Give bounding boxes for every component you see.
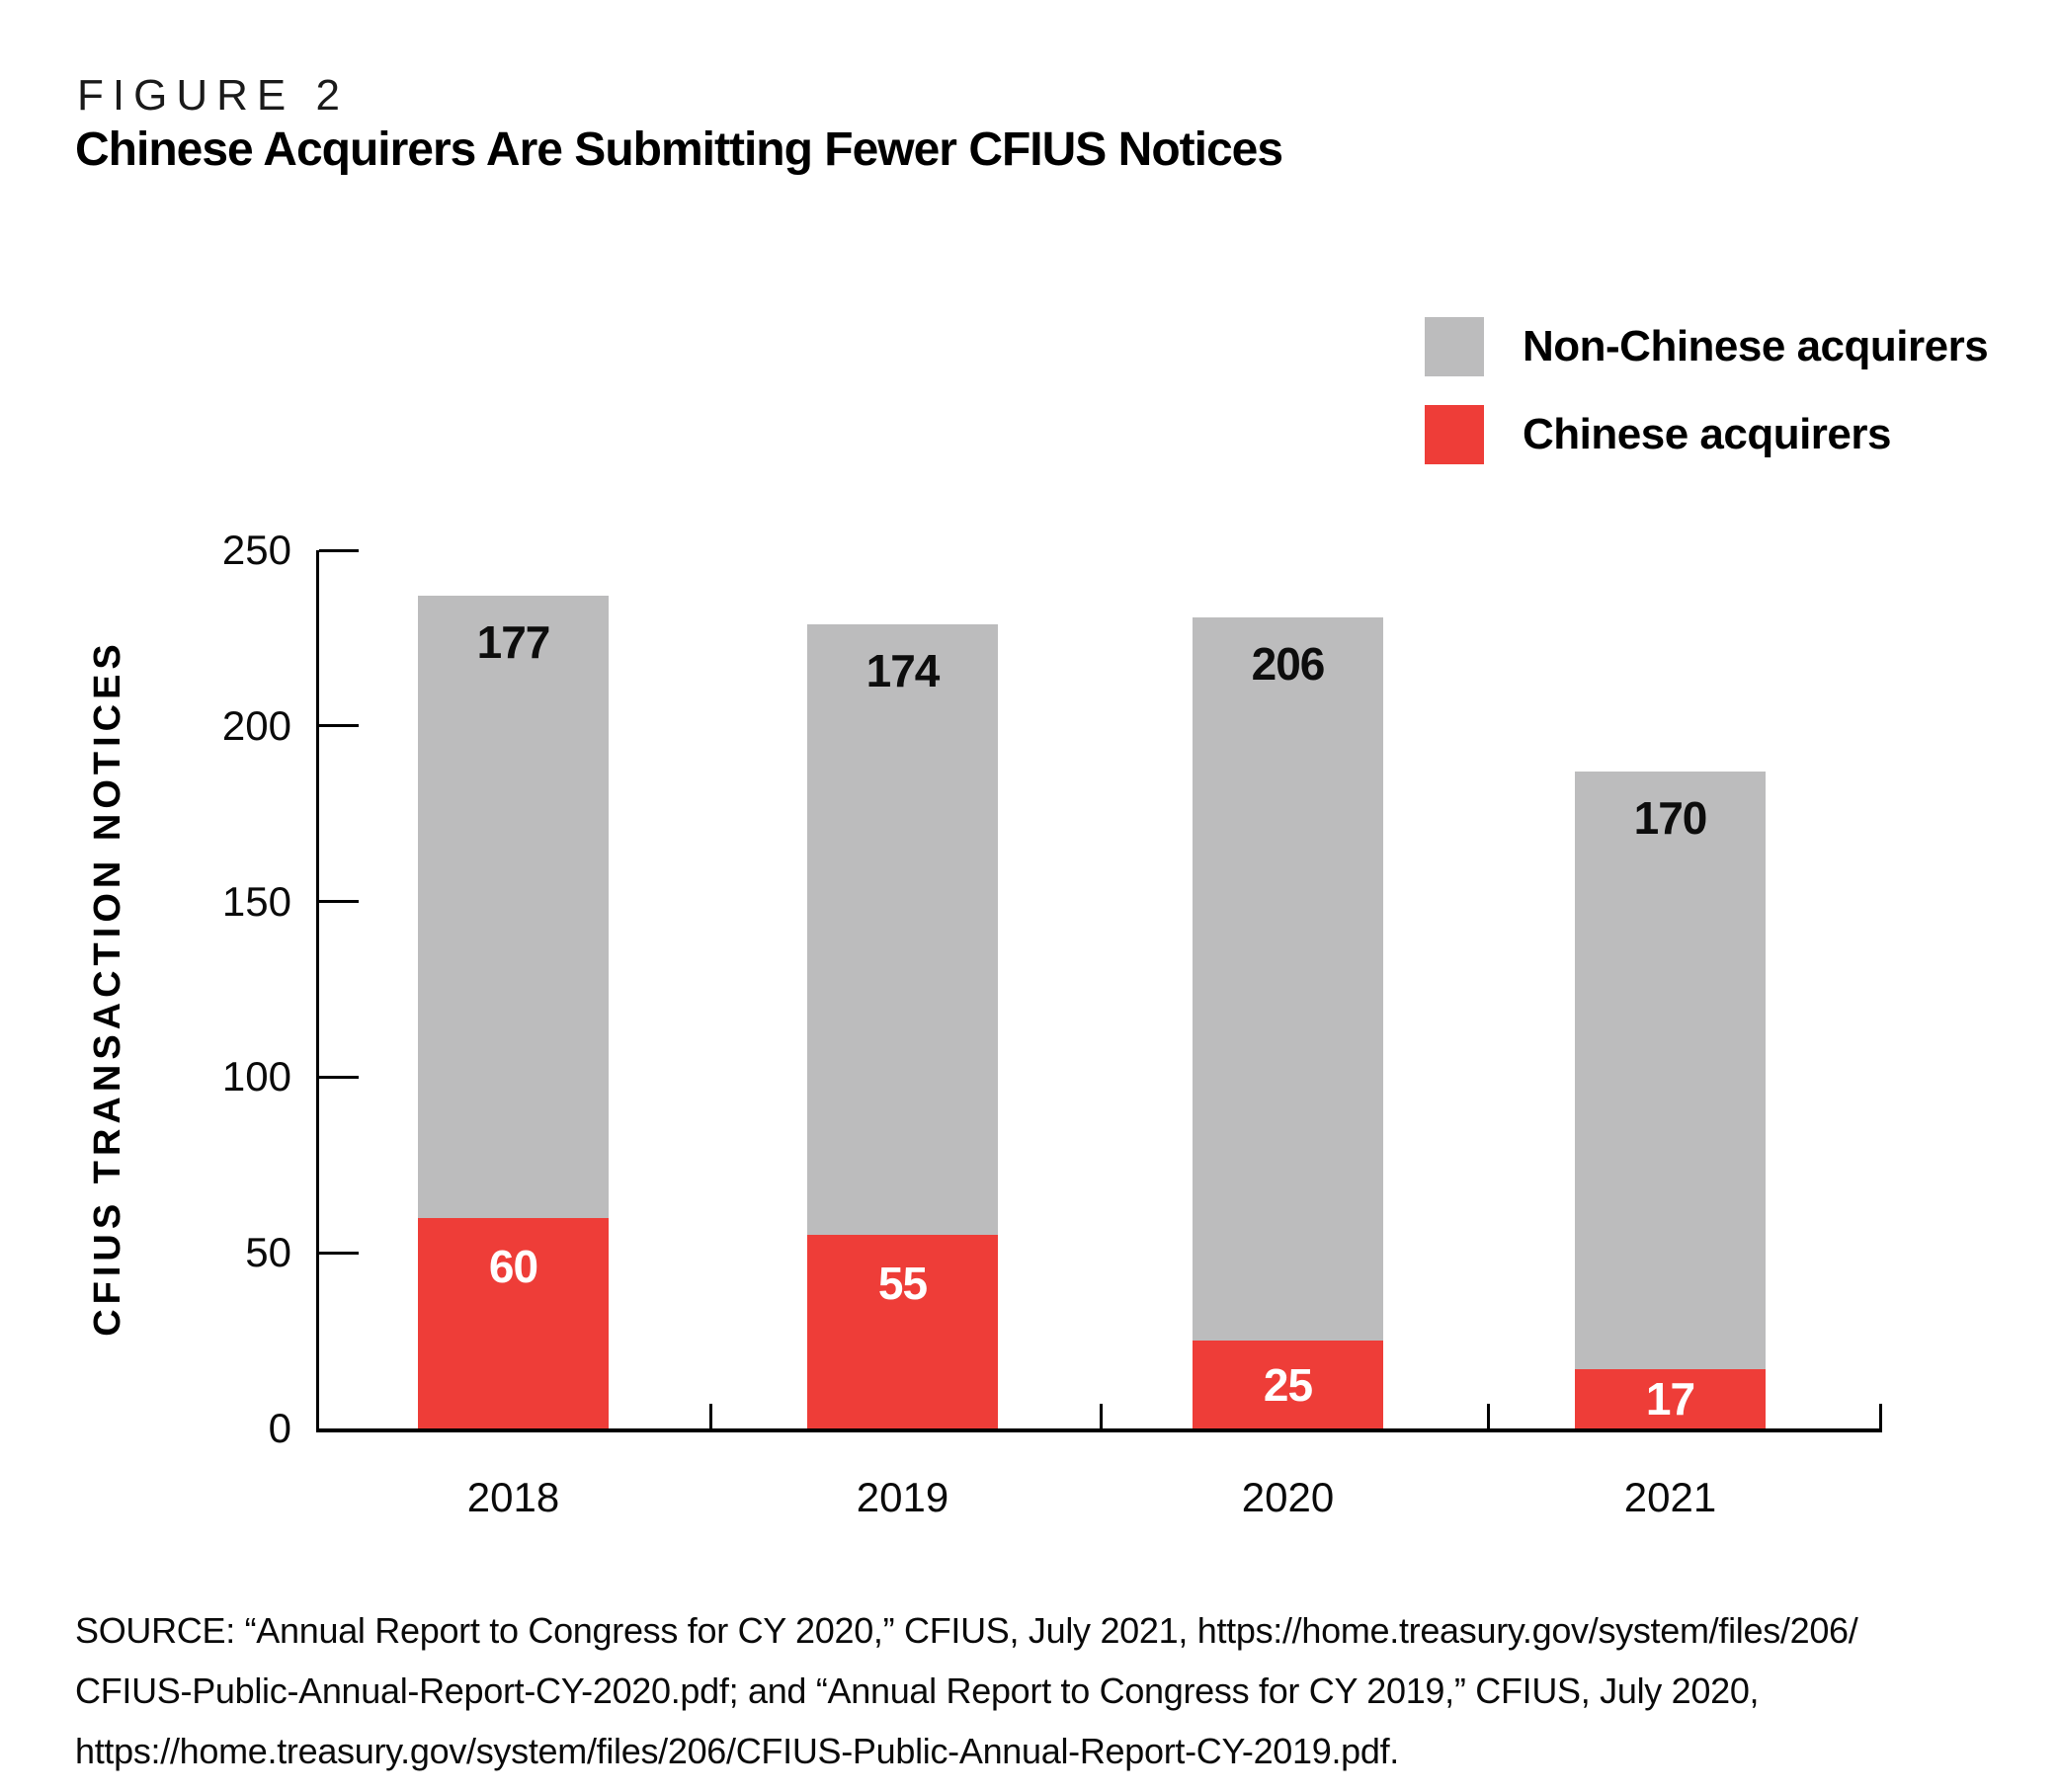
bar-segment-chinese-2018 — [418, 1217, 609, 1428]
source-note: SOURCE: “Annual Report to Congress for C… — [75, 1600, 1858, 1781]
legend-item-chinese-acquirers: Chinese acquirers — [1425, 405, 1892, 464]
y-tick-label: 50 — [245, 1229, 291, 1276]
figure-label: FIGURE 2 — [77, 71, 349, 120]
y-tick — [319, 548, 359, 552]
y-tick — [319, 1075, 359, 1079]
bar-value-chinese-2019: 55 — [877, 1258, 928, 1310]
bar-segment-non-chinese-2021 — [1575, 772, 1766, 1369]
x-tick — [1879, 1404, 1882, 1428]
x-category-label-2018: 2018 — [466, 1474, 560, 1520]
legend-swatch-chinese-acquirers — [1425, 405, 1484, 464]
legend-label-non-chinese-acquirers: Non-Chinese acquirers — [1523, 322, 1989, 370]
legend-item-non-chinese-acquirers: Non-Chinese acquirers — [1425, 317, 1989, 376]
y-axis-title: CFIUS TRANSACTION NOTICES — [87, 639, 128, 1337]
y-tick-label: 200 — [221, 701, 291, 749]
source-line: CFIUS-Public-Annual-Report-CY-2020.pdf; … — [75, 1670, 1760, 1711]
x-tick — [709, 1404, 712, 1428]
x-tick — [1487, 1404, 1490, 1428]
y-tick-label: 0 — [268, 1405, 291, 1451]
y-tick-label: 250 — [221, 527, 291, 573]
bar-segment-chinese-2020 — [1193, 1341, 1383, 1428]
bar-value-chinese-2021: 17 — [1645, 1372, 1695, 1425]
y-tick-label: 150 — [221, 877, 291, 925]
x-category-label-2019: 2019 — [856, 1474, 949, 1520]
y-tick — [319, 724, 359, 728]
bar-segment-chinese-2019 — [807, 1235, 998, 1428]
x-category-label-2020: 2020 — [1241, 1474, 1335, 1520]
legend-label-chinese-acquirers: Chinese acquirers — [1523, 410, 1892, 458]
legend-swatch-non-chinese-acquirers — [1425, 317, 1484, 376]
bar-value-non-chinese-2019: 174 — [865, 644, 941, 696]
y-tick — [319, 900, 359, 904]
bar-value-non-chinese-2018: 177 — [476, 616, 551, 669]
bar-value-chinese-2020: 25 — [1263, 1358, 1313, 1411]
bar-segment-chinese-2021 — [1575, 1368, 1766, 1428]
bar-value-chinese-2018: 60 — [488, 1240, 538, 1292]
plot-area: 0 50 100 150 200 250 177 60 2018 174 55 2019 206 25 20… — [222, 527, 1882, 1520]
x-category-label-2021: 2021 — [1623, 1474, 1717, 1520]
source-line: https://home.treasury.gov/system/files/2… — [75, 1731, 1400, 1771]
x-tick — [1100, 1404, 1103, 1428]
y-tick — [319, 1251, 359, 1255]
bar-value-non-chinese-2020: 206 — [1251, 637, 1326, 690]
bar-value-non-chinese-2021: 170 — [1633, 792, 1708, 845]
y-tick-label: 100 — [221, 1053, 291, 1100]
chart-title: Chinese Acquirers Are Submitting Fewer C… — [75, 123, 1283, 176]
bar-segment-non-chinese-2019 — [807, 623, 998, 1236]
bar-segment-non-chinese-2018 — [418, 596, 609, 1218]
source-line: SOURCE: “Annual Report to Congress for C… — [75, 1610, 1858, 1651]
bar-segment-non-chinese-2020 — [1193, 616, 1383, 1342]
